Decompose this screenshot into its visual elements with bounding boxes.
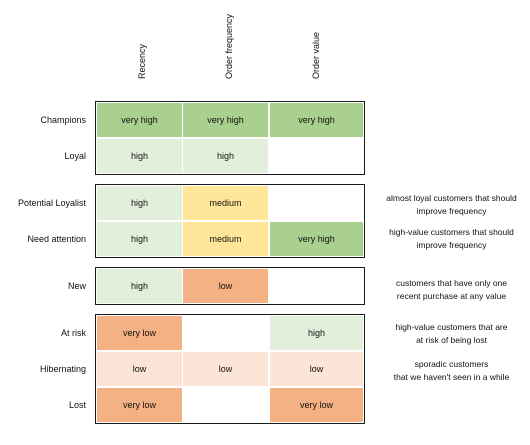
- segment-group-new: [95, 267, 365, 305]
- note-line: high-value customers that should: [389, 227, 514, 237]
- note-potential-loyalist: almost loyal customers that should impro…: [373, 192, 530, 218]
- segment-group-loyal: [95, 101, 365, 175]
- cell-loyal-value: [269, 138, 364, 174]
- row-label-potential-loyalist: Potential Loyalist: [17, 198, 86, 208]
- note-line: improve frequency: [416, 206, 487, 216]
- column-header-recency: Recency: [95, 0, 182, 96]
- cell-lost-recency: very low: [96, 387, 183, 423]
- cell-champions-frequency: very high: [182, 102, 269, 138]
- cell-at-risk-value: high: [269, 315, 364, 351]
- cell-new-value: [269, 268, 364, 304]
- note-line: recent purchase at any value: [396, 291, 507, 301]
- cell-champions-value: very high: [269, 102, 364, 138]
- column-header-order-frequency: Order frequency: [182, 0, 269, 96]
- note-line: that we haven't seen in a while: [393, 372, 510, 382]
- column-header-label: Recency: [137, 43, 147, 79]
- column-header-order-value: Order value: [269, 0, 356, 96]
- cell-at-risk-frequency: [182, 315, 269, 351]
- cell-new-frequency: low: [182, 268, 269, 304]
- note-line: improve frequency: [416, 240, 487, 250]
- cell-lost-frequency: [182, 387, 269, 423]
- row-label-lost: Lost: [68, 400, 86, 410]
- segment-group-lapsing: [95, 314, 365, 424]
- row-label-new: New: [67, 281, 86, 291]
- cell-at-risk-recency: very low: [96, 315, 183, 351]
- cell-hibernating-value: low: [269, 351, 364, 387]
- row-label-hibernating: Hibernating: [39, 364, 86, 374]
- cell-need-attention-recency: high: [96, 221, 183, 257]
- cell-hibernating-frequency: low: [182, 351, 269, 387]
- note-line: high-value customers that are: [395, 322, 508, 332]
- note-line: sporadic customers: [414, 359, 489, 369]
- note-line: customers that have only one: [395, 278, 508, 288]
- row-label-champions: Champions: [40, 115, 86, 125]
- note-new: customers that have only one recent purc…: [373, 277, 530, 303]
- note-at-risk: high-value customers that are at risk of…: [373, 321, 530, 347]
- cell-lost-value: very low: [269, 387, 364, 423]
- note-line: almost loyal customers that should: [386, 193, 517, 203]
- cell-potential-loyalist-recency: high: [96, 185, 183, 221]
- cell-potential-loyalist-frequency: medium: [182, 185, 269, 221]
- cell-need-attention-value: very high: [269, 221, 364, 257]
- cell-loyal-frequency: high: [182, 138, 269, 174]
- note-line: at risk of being lost: [416, 335, 487, 345]
- cell-champions-recency: very high: [96, 102, 183, 138]
- segment-group-potential: [95, 184, 365, 258]
- cell-need-attention-frequency: medium: [182, 221, 269, 257]
- note-hibernating: sporadic customers that we haven't seen …: [373, 358, 530, 384]
- row-label-at-risk: At risk: [60, 328, 86, 338]
- column-header-label: Order value: [311, 31, 321, 79]
- row-label-need-attention: Need attention: [27, 234, 86, 244]
- cell-loyal-recency: high: [96, 138, 183, 174]
- column-header-label: Order frequency: [224, 13, 234, 79]
- cell-hibernating-recency: low: [96, 351, 183, 387]
- cell-new-recency: high: [96, 268, 183, 304]
- note-need-attention: high-value customers that should improve…: [373, 226, 530, 252]
- cell-potential-loyalist-value: [269, 185, 364, 221]
- row-label-loyal: Loyal: [64, 151, 86, 161]
